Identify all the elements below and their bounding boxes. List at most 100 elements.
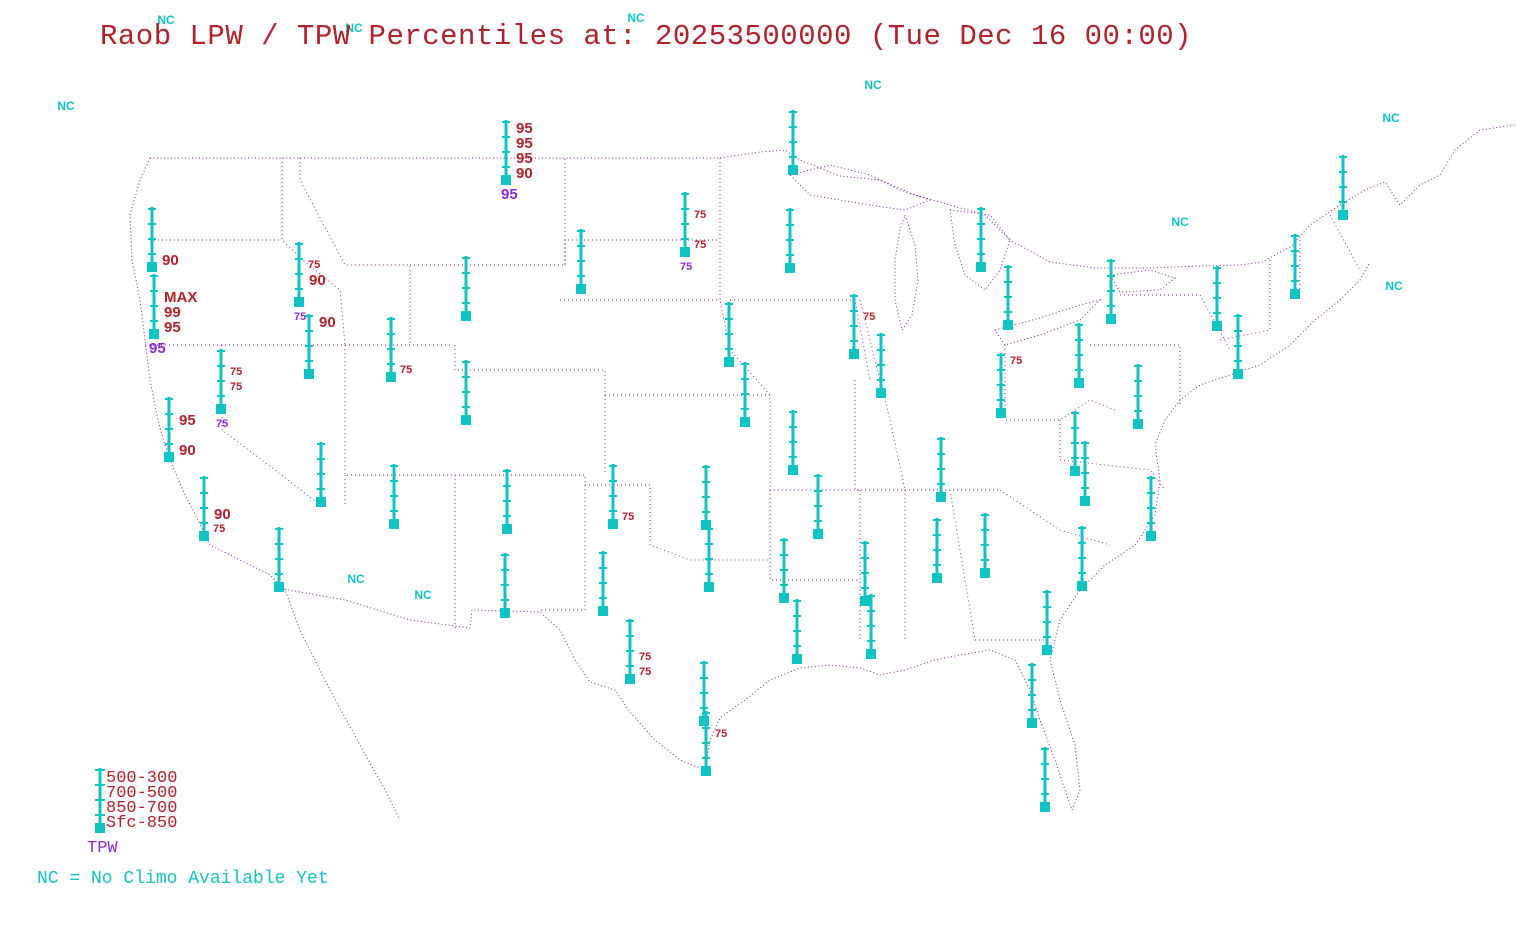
station-box [724,357,734,367]
station-box [598,606,608,616]
legend: 500-300 700-500 850-700 Sfc-850 TPW NC =… [37,768,329,889]
station-marker [1074,323,1084,388]
station-marker [274,527,284,592]
station-box [1040,802,1050,812]
legend-tpw-label: TPW [87,839,118,858]
map-title: Raob LPW / TPW Percentiles at: 202535000… [100,20,1193,53]
tpw-percentile-label: 95 [149,340,166,357]
station-box [1077,581,1087,591]
pacific-coast [129,157,401,821]
station-marker [876,333,886,398]
percentile-label: 90 [214,506,231,523]
station-marker [502,469,512,534]
station-marker [500,553,510,618]
percentile-label: 95 [164,319,181,336]
percentile-label: 75 [1010,355,1022,367]
nc-marker: NC [414,588,432,602]
station-marker [813,474,823,539]
station-marker [389,464,399,529]
station-box [779,593,789,603]
percentile-label: 75 [308,259,320,271]
station-box [304,369,314,379]
station-box [1042,645,1052,655]
nc-marker: NC [157,13,175,27]
station-box [860,596,870,606]
station-marker: 75 [386,317,412,382]
station-marker: 75 [996,353,1022,418]
station-marker [1338,155,1348,220]
station-box [1290,289,1300,299]
lake-michigan [894,213,919,332]
station-marker [1042,590,1052,655]
station-marker [461,360,471,425]
station-marker [598,551,608,616]
station-box [502,524,512,534]
station-box [849,349,859,359]
station-marker [740,362,750,427]
station-box [274,582,284,592]
station-marker [1233,314,1243,379]
station-marker [788,110,798,175]
lake-erie [994,299,1102,346]
station-box [996,408,1006,418]
station-box [199,531,209,541]
station-box [1027,718,1037,728]
percentile-label: 90 [179,442,196,459]
lake-superior [789,164,932,211]
legend-layer-850-700: 850-700 [106,799,177,818]
station-box [1074,378,1084,388]
nc-marker: NC [864,78,882,92]
station-marker [576,229,586,294]
percentile-label: 99 [164,304,181,321]
percentile-label: 95 [516,150,533,167]
station-box [576,284,586,294]
percentile-label: 75 [622,511,634,523]
station-marker: 95 90 [164,397,196,462]
lake-ontario [1109,269,1177,293]
station-box [216,404,226,414]
station-box [701,520,711,530]
percentile-label: 90 [162,252,179,269]
station-marker [785,208,795,273]
station-box [792,654,802,664]
station-box [147,262,157,272]
station-marker [701,465,711,530]
station-marker [704,527,714,592]
gulf-coast [704,649,1073,811]
station-box [936,492,946,502]
map-borders [129,124,1516,821]
station-box [500,608,510,618]
station-marker [1212,266,1222,331]
station-marker [1106,259,1116,324]
percentile-label: 95 [516,135,533,152]
station-box [813,529,823,539]
legend-layer-500-300: 500-300 [106,769,177,788]
station-marker [1290,234,1300,299]
station-box [1338,210,1348,220]
station-box [461,415,471,425]
station-box [876,388,886,398]
atlantic-coast [1049,261,1371,811]
legend-layer-sfc-850: Sfc-850 [106,814,177,833]
lake-huron [949,209,1011,291]
station-marker [1070,411,1080,476]
station-marker: 75 [608,464,634,529]
station-marker [1080,441,1090,506]
percentile-label: 95 [516,120,533,137]
nc-marker: NC [1382,111,1400,125]
percentile-label: 75 [694,239,706,251]
state-borders [145,158,1361,641]
station-marker [976,207,986,272]
percentile-label: 75 [694,209,706,221]
station-marker: 90 [304,314,336,379]
station-marker [779,538,789,603]
station-box [316,497,326,507]
percentile-label: 75 [213,523,225,535]
percentile-label: 90 [319,314,336,331]
